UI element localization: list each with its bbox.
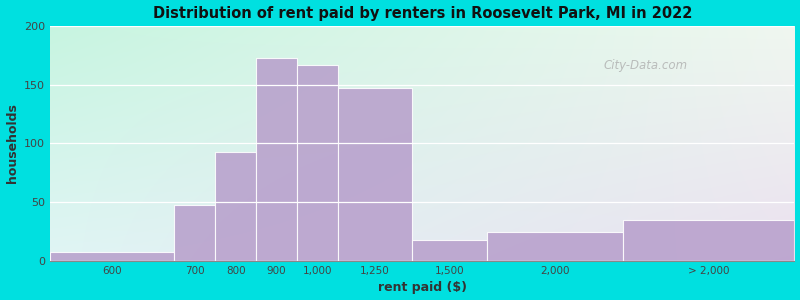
- Bar: [50, 252, 174, 261]
- Bar: [297, 65, 338, 261]
- Bar: [215, 152, 256, 261]
- Bar: [486, 232, 623, 261]
- X-axis label: rent paid ($): rent paid ($): [378, 281, 466, 294]
- Text: City-Data.com: City-Data.com: [603, 59, 688, 72]
- Y-axis label: households: households: [6, 103, 18, 183]
- Bar: [174, 205, 215, 261]
- Title: Distribution of rent paid by renters in Roosevelt Park, MI in 2022: Distribution of rent paid by renters in …: [153, 6, 692, 21]
- Bar: [412, 240, 486, 261]
- Bar: [338, 88, 412, 261]
- Bar: [256, 58, 297, 261]
- Bar: [623, 220, 794, 261]
